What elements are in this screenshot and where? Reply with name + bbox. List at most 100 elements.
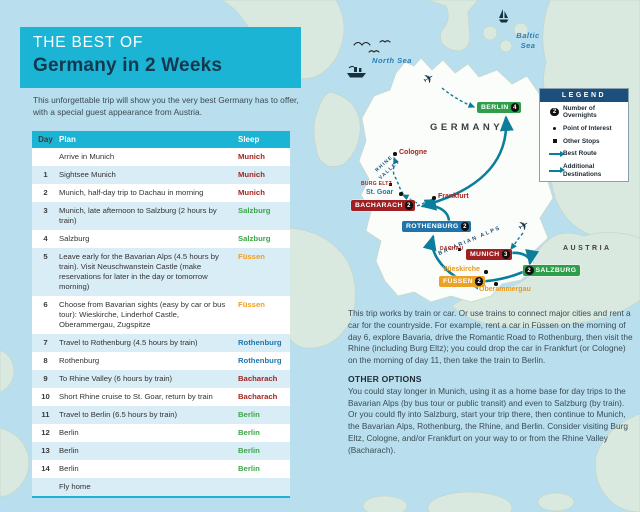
- plan-cell: Sightsee Munich: [59, 170, 116, 179]
- day-cell: 12: [41, 428, 50, 437]
- plan-cell: Short Rhine cruise to St. Goar, return b…: [59, 392, 213, 401]
- sleep-cell: Bacharach: [238, 374, 278, 383]
- steamship-icon: [347, 65, 366, 78]
- plan-cell: Munich, late afternoon to Salzburg (2 ho…: [59, 206, 217, 225]
- page-title: Germany in 2 Weeks: [33, 55, 223, 76]
- poi-dot: [399, 192, 403, 196]
- land-west-edge: [0, 427, 30, 497]
- overnights-badge: 4: [510, 103, 520, 112]
- stop-label: MUNICH: [470, 251, 500, 258]
- table-row: 6 Choose from Bavarian sights (easy by ca…: [32, 296, 290, 334]
- col-header-plan: Plan: [59, 135, 76, 144]
- airplane-south-icon: ✈: [514, 216, 533, 235]
- stop-label: SALZBURG: [535, 267, 577, 274]
- legend-item: Other Stops: [540, 135, 628, 148]
- table-row: 1 Sightsee Munich Munich: [32, 166, 290, 184]
- route-to-frankfurt: [416, 199, 432, 207]
- poi-dot: [552, 126, 557, 131]
- overnights-badge: 2: [404, 201, 414, 210]
- sleep-cell: Berlin: [238, 410, 260, 419]
- stop-square: [552, 139, 557, 144]
- other-stop-square: [389, 183, 392, 186]
- day-cell: 6: [43, 300, 48, 309]
- plan-cell: Travel to Rothenburg (4.5 hours by train…: [59, 338, 198, 347]
- table-row: 8 Rothenburg Rothenburg: [32, 352, 290, 370]
- legend-item: Point of Interest: [540, 122, 628, 135]
- overnights-badge: 2: [550, 107, 559, 117]
- legend-item: Best Route: [540, 148, 628, 161]
- notes-section: This trip works by train or car. Or use …: [348, 308, 634, 463]
- sleep-cell: Berlin: [238, 428, 260, 437]
- country-label-germany: GERMANY: [430, 122, 504, 133]
- plan-cell: Salzburg: [59, 234, 90, 243]
- map-stop-salzburg: 2 SALZBURG: [523, 265, 581, 276]
- additional-destinations-arrow-icon: [549, 167, 565, 174]
- sleep-cell: Munich: [238, 170, 265, 179]
- poi-label: Cologne: [399, 149, 427, 156]
- itinerary-table: Day Plan Sleep Arrive in Munich Munich 1 Si…: [32, 131, 290, 498]
- map-stop-fussen: FÜSSEN 2: [439, 276, 486, 287]
- poi-label: Oberammergau: [479, 286, 531, 293]
- day-cell: 10: [41, 392, 50, 401]
- table-row: Arrive in Munich Munich: [32, 148, 290, 166]
- sea-label-north-sea: North Sea: [372, 56, 412, 65]
- poi-label: Wieskirche: [443, 266, 480, 273]
- stop-label: BACHARACH: [355, 202, 403, 209]
- day-cell: 11: [41, 410, 50, 419]
- table-row: 4 Salzburg Salzburg: [32, 230, 290, 248]
- sleep-cell: Füssen: [238, 252, 265, 261]
- day-cell: 8: [43, 356, 48, 365]
- route-munich-salzburg: [509, 249, 540, 266]
- map-stop-rothenburg: ROTHENBURG 2: [402, 221, 472, 232]
- stop-square: [546, 139, 563, 144]
- notes-paragraph-2: You could stay longer in Munich, using i…: [348, 385, 628, 455]
- map-legend: LEGEND 2 Number of Overnights Point of Int…: [539, 88, 629, 182]
- legend-item: Additional Destinations: [540, 160, 628, 180]
- plan-cell: Berlin: [59, 464, 79, 473]
- land-benelux: [313, 91, 361, 167]
- table-row: Fly home: [32, 478, 290, 496]
- legend-item-label: Point of Interest: [563, 124, 612, 132]
- day-cell: 13: [41, 446, 50, 455]
- sleep-cell: Berlin: [238, 464, 260, 473]
- col-header-sleep: Sleep: [238, 135, 260, 144]
- sleep-cell: Salzburg: [238, 234, 271, 243]
- page-kicker: THE BEST OF: [33, 34, 144, 51]
- land-france: [282, 227, 356, 349]
- other-stop-square: [458, 248, 461, 251]
- plan-cell: Fly home: [59, 482, 91, 491]
- day-cell: 9: [43, 374, 48, 383]
- plan-cell: Choose from Bavarian sights (easy by car…: [59, 300, 226, 329]
- day-cell: 3: [43, 206, 48, 215]
- sleep-cell: Munich: [238, 188, 265, 197]
- poi-label: St. Goar: [366, 189, 394, 196]
- sleep-cell: Munich: [238, 152, 265, 161]
- sleep-cell: Rothenburg: [238, 338, 282, 347]
- table-row: 9 To Rhine Valley (6 hours by train) Bacha…: [32, 370, 290, 388]
- poi-dot: [393, 152, 397, 156]
- poi-dot: [546, 126, 563, 131]
- legend-item: 2 Number of Overnights: [540, 102, 628, 122]
- map-stop-bacharach: BACHARACH 2: [351, 200, 416, 211]
- plan-cell: Arrive in Munich: [59, 152, 115, 161]
- table-row: 10 Short Rhine cruise to St. Goar, return…: [32, 388, 290, 406]
- col-header-day: Day: [38, 135, 53, 144]
- table-row: 5 Leave early for the Bavarian Alps (4.5 …: [32, 248, 290, 296]
- best-route-arrow-icon: [549, 150, 565, 158]
- day-cell: 14: [41, 464, 50, 473]
- birds-icon: [353, 40, 391, 53]
- legend-item-label: Number of Overnights: [563, 104, 597, 120]
- notes-heading: OTHER OPTIONS: [348, 373, 422, 384]
- sleep-cell: Rothenburg: [238, 356, 282, 365]
- stop-label: BERLIN: [481, 104, 509, 111]
- day-cell: 4: [43, 234, 48, 243]
- route-fly-berlin: [441, 87, 476, 108]
- poi-label: Frankfurt: [438, 193, 469, 200]
- plan-cell: Travel to Berlin (6.5 hours by train): [59, 410, 178, 419]
- overnights-badge: 2: [525, 266, 534, 275]
- stop-label: FÜSSEN: [443, 278, 473, 285]
- day-cell: 7: [43, 338, 48, 347]
- plan-cell: Berlin: [59, 446, 79, 455]
- map-stop-munich: MUNICH 3: [466, 249, 513, 260]
- table-row: 3 Munich, late afternoon to Salzburg (2 h…: [32, 202, 290, 230]
